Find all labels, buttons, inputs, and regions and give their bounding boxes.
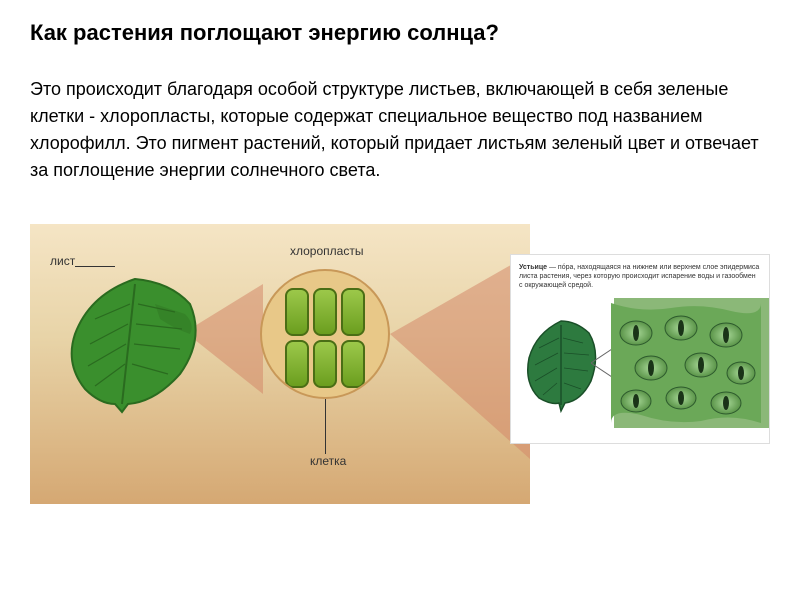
diagram-area: лист хлоропласты клетка Устьице — по́ра,… [30,224,770,504]
side-panel-text: Устьице — по́ра, находящаяся на нижнем и… [511,255,769,298]
side-diagram [511,298,769,428]
chloroplast-label: хлоропласты [290,244,363,258]
main-diagram: лист хлоропласты клетка [30,224,530,504]
chloroplast-cell [285,288,309,336]
stomata-field [611,298,769,428]
chloroplast-cell [285,340,309,388]
side-leaf-icon [511,298,611,428]
side-description: — по́ра, находящаяся на нижнем или верхн… [519,264,759,289]
chloroplast-cell [341,288,365,336]
cell-label-line [325,399,326,454]
leaf-label: лист [50,254,75,268]
body-paragraph: Это происходит благодаря особой структур… [30,76,770,184]
page-title: Как растения поглощают энергию солнца? [30,20,770,46]
side-panel: Устьице — по́ра, находящаяся на нижнем и… [510,254,770,444]
cell-label: клетка [310,454,346,468]
chloroplast-magnified [260,269,390,399]
side-bold-word: Устьице [519,264,547,271]
chloroplast-cell [313,288,337,336]
leaf-icon [60,274,210,414]
leaf-label-line [75,266,115,267]
chloroplast-cell [313,340,337,388]
chloroplast-cell [341,340,365,388]
